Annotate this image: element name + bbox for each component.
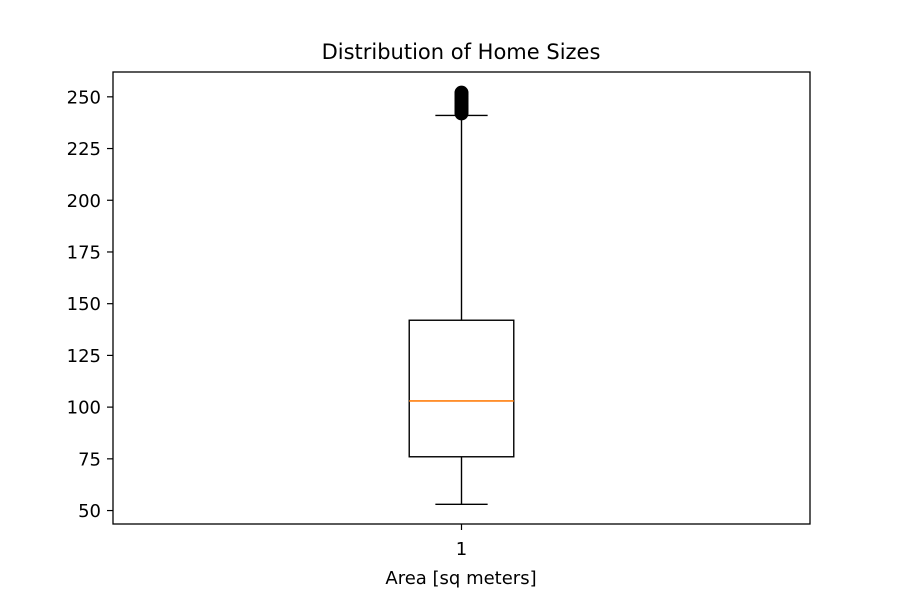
y-tick-label: 175: [67, 242, 101, 263]
y-tick-label: 50: [78, 501, 101, 522]
y-tick-label: 100: [67, 398, 101, 419]
outlier-point: [454, 85, 469, 100]
chart-title: Distribution of Home Sizes: [322, 40, 601, 64]
y-tick-label: 200: [67, 191, 101, 212]
y-tick-label: 150: [67, 294, 101, 315]
axes-frame: [112, 71, 811, 525]
y-tick-label: 250: [67, 87, 101, 108]
x-tick-label: 1: [456, 539, 467, 560]
y-tick-label: 75: [78, 449, 101, 470]
plot-area: 50 75 100 125 150 175 200 225 250 1: [67, 85, 515, 560]
y-tick-label: 125: [67, 346, 101, 367]
x-axis-label: Area [sq meters]: [385, 568, 536, 589]
y-tick-label: 225: [67, 139, 101, 160]
box-iqr: [408, 319, 515, 458]
